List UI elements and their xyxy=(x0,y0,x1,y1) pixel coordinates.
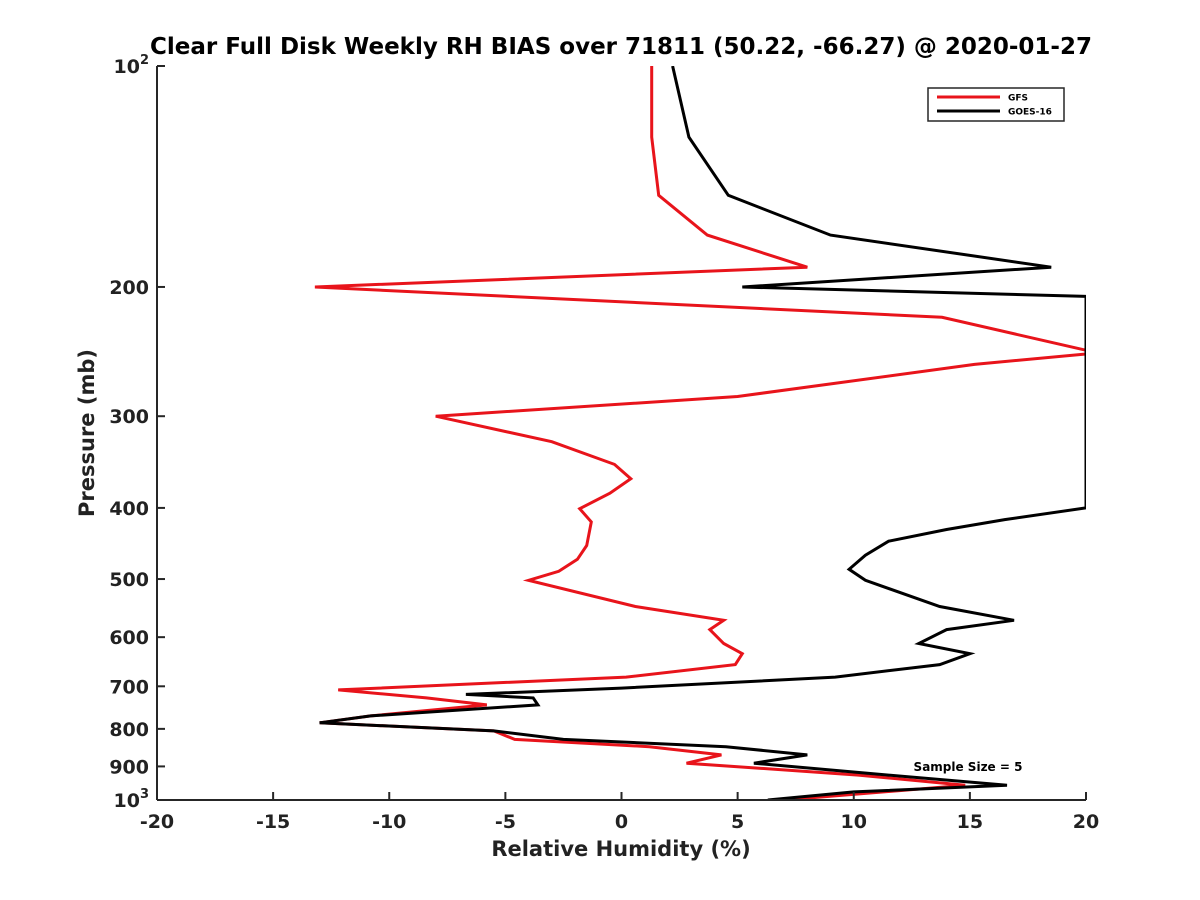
y-tick-label-base: 10 xyxy=(114,56,140,78)
y-axis-label: Pressure (mb) xyxy=(75,349,99,517)
legend-label-goes-16: GOES-16 xyxy=(1008,108,1052,118)
x-axis-label: Relative Humidity (%) xyxy=(491,837,750,861)
y-tick-label: 200 xyxy=(109,277,149,299)
y-tick-label-base: 200 xyxy=(109,277,149,299)
x-tick-label: -20 xyxy=(140,811,174,833)
plot-area: -20 -15 -10 -5 0 5 10 15 20102200300400500600700… xyxy=(109,53,1099,833)
chart-title: Clear Full Disk Weekly RH BIAS over 7181… xyxy=(150,34,1092,60)
x-tick-label: 20 xyxy=(1073,811,1099,833)
legend-label-gfs: GFS xyxy=(1008,94,1028,104)
y-tick-label: 900 xyxy=(109,756,149,778)
y-tick-label: 600 xyxy=(109,627,149,649)
y-tick-label: 102 xyxy=(114,53,150,78)
y-tick-label: 400 xyxy=(109,498,149,520)
x-tick-label: -15 xyxy=(256,811,290,833)
x-tick-label: -10 xyxy=(372,811,406,833)
series-group xyxy=(314,66,1086,800)
x-tick-label: -5 xyxy=(495,811,516,833)
y-tick-label-exponent: 2 xyxy=(140,53,149,68)
legend-box xyxy=(927,87,1065,122)
x-tick-label: 0 xyxy=(615,811,628,833)
y-tick-label-base: 500 xyxy=(109,569,149,591)
y-tick-label-base: 600 xyxy=(109,627,149,649)
series-line-goes-16 xyxy=(319,66,1086,800)
x-tick-label: 15 xyxy=(957,811,983,833)
y-tick-label-base: 400 xyxy=(109,498,149,520)
y-tick-label-base: 300 xyxy=(109,406,149,428)
y-tick-label: 800 xyxy=(109,719,149,741)
x-tick-label: 5 xyxy=(731,811,744,833)
y-tick-label: 700 xyxy=(109,676,149,698)
legend: GFS GOES-16 xyxy=(927,87,1065,122)
y-tick-label-base: 700 xyxy=(109,676,149,698)
series-line-gfs xyxy=(314,66,1086,800)
y-tick-label-exponent: 3 xyxy=(140,787,149,802)
y-tick-label: 103 xyxy=(114,787,150,812)
x-tick-label: 10 xyxy=(841,811,867,833)
y-tick-label: 500 xyxy=(109,569,149,591)
y-tick-label-base: 900 xyxy=(109,756,149,778)
sample-size-annotation: Sample Size = 5 xyxy=(914,760,1023,774)
y-tick-label-base: 800 xyxy=(109,719,149,741)
y-tick-label: 300 xyxy=(109,406,149,428)
y-tick-label-base: 10 xyxy=(114,790,140,812)
